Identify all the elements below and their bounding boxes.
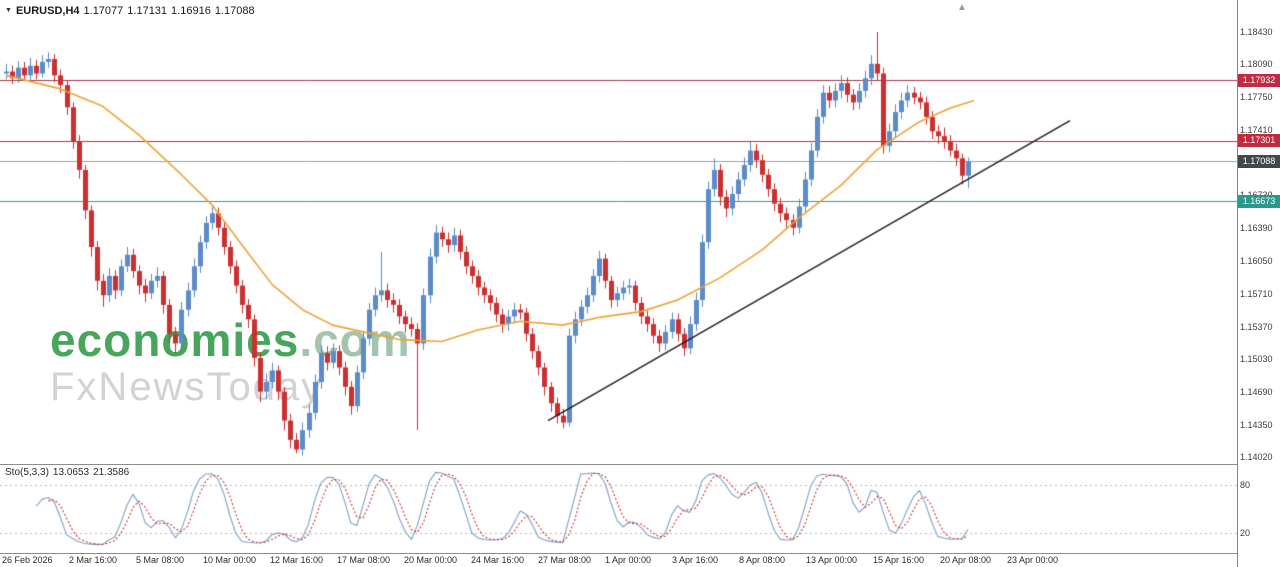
price-axis[interactable]: 1.184301.180901.177501.174101.167301.163… xyxy=(1238,0,1280,553)
main-price-chart[interactable] xyxy=(0,0,1237,463)
time-tick-label: 26 Feb 2026 xyxy=(2,555,53,565)
price-tick-label: 1.16390 xyxy=(1240,223,1273,234)
price-tick-label: 1.17410 xyxy=(1240,124,1273,135)
time-tick-label: 13 Apr 00:00 xyxy=(806,555,858,565)
ohlc-open: 1.17077 xyxy=(83,5,124,17)
indicator-axis[interactable]: 80 20 xyxy=(1238,465,1280,553)
time-tick-label: 10 Mar 00:00 xyxy=(203,555,257,565)
symbol-timeframe-label: EURUSD,H4 xyxy=(15,5,80,17)
time-tick-label: 23 Apr 00:00 xyxy=(1007,555,1059,565)
indicator-value-main: 13.0653 xyxy=(52,467,90,478)
price-tick-label: 1.15710 xyxy=(1240,288,1273,299)
indicator-name: Sto(5,3,3) xyxy=(5,467,49,478)
indicator-header: Sto(5,3,3) 13.0653 21.3586 xyxy=(5,467,133,478)
support-price-label: 1.16673 xyxy=(1238,194,1280,208)
time-tick-label: 15 Apr 16:00 xyxy=(873,555,925,565)
indicator-level-label: 80 xyxy=(1240,479,1251,490)
symbol-dropdown-icon[interactable]: ▼ xyxy=(5,7,12,14)
stochastic-indicator-chart[interactable] xyxy=(0,465,1237,553)
time-tick-label: 27 Mar 08:00 xyxy=(538,555,592,565)
time-tick-label: 17 Mar 08:00 xyxy=(337,555,391,565)
time-axis-separator xyxy=(0,553,1237,554)
time-tick-label: 20 Mar 00:00 xyxy=(404,555,458,565)
resistance-price-label: 1.17301 xyxy=(1238,134,1280,148)
price-tick-label: 1.14020 xyxy=(1240,451,1273,462)
time-tick-label: 12 Mar 16:00 xyxy=(270,555,324,565)
price-tick-label: 1.14690 xyxy=(1240,387,1273,398)
indicator-value-signal: 21.3586 xyxy=(93,467,130,478)
time-tick-label: 2 Mar 16:00 xyxy=(69,555,118,565)
ohlc-high: 1.17131 xyxy=(127,5,168,17)
price-tick-label: 1.18090 xyxy=(1240,59,1273,70)
chart-shift-marker-icon[interactable]: ▲ xyxy=(957,2,967,13)
ohlc-close: 1.17088 xyxy=(214,5,255,17)
price-tick-label: 1.15030 xyxy=(1240,354,1273,365)
ohlc-header: ▼ EURUSD,H4 1.17077 1.17131 1.16916 1.17088 xyxy=(5,5,259,17)
price-tick-label: 1.14350 xyxy=(1240,419,1273,430)
price-tick-label: 1.18430 xyxy=(1240,26,1273,37)
time-tick-label: 5 Mar 08:00 xyxy=(136,555,185,565)
time-axis[interactable]: 26 Feb 2026 2 Mar 16:00 5 Mar 08:00 10 Mar … xyxy=(0,555,1237,567)
price-tick-label: 1.15370 xyxy=(1240,321,1273,332)
time-tick-label: 20 Apr 08:00 xyxy=(940,555,992,565)
time-tick-label: 3 Apr 16:00 xyxy=(672,555,719,565)
last-price-label: 1.17088 xyxy=(1238,154,1280,168)
price-tick-label: 1.16050 xyxy=(1240,255,1273,266)
resistance-price-label: 1.17932 xyxy=(1238,73,1280,87)
price-tick-label: 1.17750 xyxy=(1240,92,1273,103)
ohlc-low: 1.16916 xyxy=(171,5,211,17)
price-axis-border xyxy=(1237,0,1238,567)
time-tick-label: 24 Mar 16:00 xyxy=(471,555,525,565)
indicator-level-label: 20 xyxy=(1240,527,1251,538)
time-tick-label: 1 Apr 00:00 xyxy=(605,555,652,565)
time-tick-label: 8 Apr 08:00 xyxy=(739,555,786,565)
pane-separator[interactable] xyxy=(0,464,1237,465)
